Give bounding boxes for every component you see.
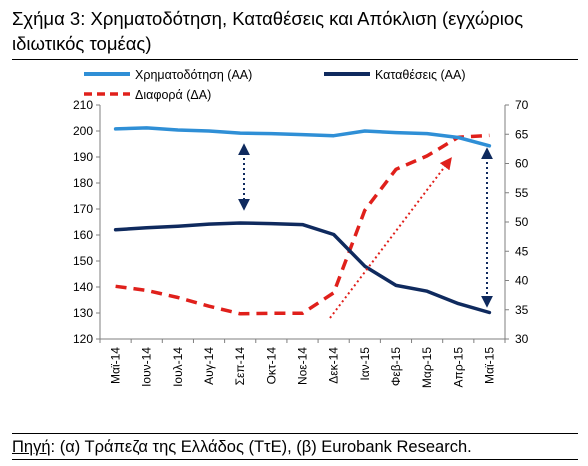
line-chart: Χρηματοδότηση (ΑΑ) Καταθέσεις (ΑΑ) Διαφο… <box>73 68 529 388</box>
figure-title-line-1: Σχήμα 3: Χρηματοδότηση, Καταθέσεις και Α… <box>12 8 524 29</box>
left-tick-label: 140 <box>73 280 93 294</box>
right-tick-label: 30 <box>515 332 529 346</box>
left-tick-label: 120 <box>73 332 93 346</box>
legend-label-deposits: Καταθέσεις (ΑΑ) <box>375 68 466 82</box>
left-tick-label: 150 <box>73 254 93 268</box>
right-tick-label: 70 <box>515 98 529 112</box>
figure-title-line-2: ιδιωτικός τομέας) <box>12 33 152 54</box>
left-tick-label: 160 <box>73 228 93 242</box>
x-tick-label: Ιουλ-14 <box>171 347 185 387</box>
annotations <box>238 143 493 319</box>
series-line-2 <box>115 133 490 316</box>
right-tick-label: 35 <box>515 303 529 317</box>
right-tick-label: 50 <box>515 215 529 229</box>
x-tick-label: Φεβ-15 <box>389 347 403 386</box>
legend: Χρηματοδότηση (ΑΑ) Καταθέσεις (ΑΑ) Διαφο… <box>84 68 466 102</box>
x-tick-label: Ιουν-14 <box>140 347 154 387</box>
left-tick-label: 190 <box>73 150 93 164</box>
x-tick-label: Δεκ-14 <box>327 347 341 384</box>
x-tick-label: Μαϊ-15 <box>482 347 496 384</box>
left-tick-label: 170 <box>73 202 93 216</box>
title-rule <box>12 59 578 60</box>
legend-label-financing: Χρηματοδότηση (ΑΑ) <box>135 68 252 82</box>
legend-item-difference: Διαφορά (ΔΑ) <box>84 88 211 102</box>
x-axis-ticks: Μαϊ-14 Ιουν-14 Ιουλ-14 Αυγ-14 Σεπ-14 Οκτ-14 Νο… <box>99 339 506 388</box>
right-tick-label: 60 <box>515 157 529 171</box>
axes: 120 130 140 150 160 170 180 190 200 210 30 35 40 45 5… <box>73 98 529 388</box>
legend-item-financing: Χρηματοδότηση (ΑΑ) <box>84 68 252 82</box>
left-axis-ticks: 120 130 140 150 160 170 180 190 200 210 <box>73 98 100 346</box>
x-tick-label: Ιαν-15 <box>358 347 372 381</box>
left-tick-label: 130 <box>73 306 93 320</box>
right-tick-label: 40 <box>515 274 529 288</box>
legend-item-deposits: Καταθέσεις (ΑΑ) <box>324 68 466 82</box>
x-tick-label: Απρ-15 <box>451 347 465 388</box>
right-tick-label: 45 <box>515 244 529 258</box>
series-line-1 <box>113 221 492 315</box>
right-tick-label: 55 <box>515 186 529 200</box>
right-axis-ticks: 30 35 40 45 50 55 60 65 70 <box>505 98 529 346</box>
source-label: Πηγή <box>12 438 51 456</box>
x-tick-label: Σεπ-14 <box>233 347 247 386</box>
legend-label-difference: Διαφορά (ΔΑ) <box>135 88 211 102</box>
source-text: : (α) Τράπεζα της Ελλάδος (ΤτΕ), (β) Eur… <box>50 438 472 456</box>
x-tick-label: Μαϊ-14 <box>109 347 123 384</box>
x-tick-label: Νοε-14 <box>296 347 310 385</box>
right-tick-label: 65 <box>515 127 529 141</box>
figure-title: Σχήμα 3: Χρηματοδότηση, Καταθέσεις και Α… <box>12 6 578 56</box>
left-tick-label: 210 <box>73 98 93 112</box>
series-layer <box>113 126 492 316</box>
bottom-rule <box>12 459 578 460</box>
x-tick-label: Οκτ-14 <box>264 347 278 385</box>
x-tick-label: Μαρ-15 <box>420 347 434 388</box>
left-tick-label: 200 <box>73 124 93 138</box>
source-note: Πηγή: (α) Τράπεζα της Ελλάδος (ΤτΕ), (β)… <box>12 433 578 457</box>
x-tick-label: Αυγ-14 <box>202 347 216 385</box>
left-tick-label: 180 <box>73 176 93 190</box>
series-line-0 <box>113 126 492 148</box>
